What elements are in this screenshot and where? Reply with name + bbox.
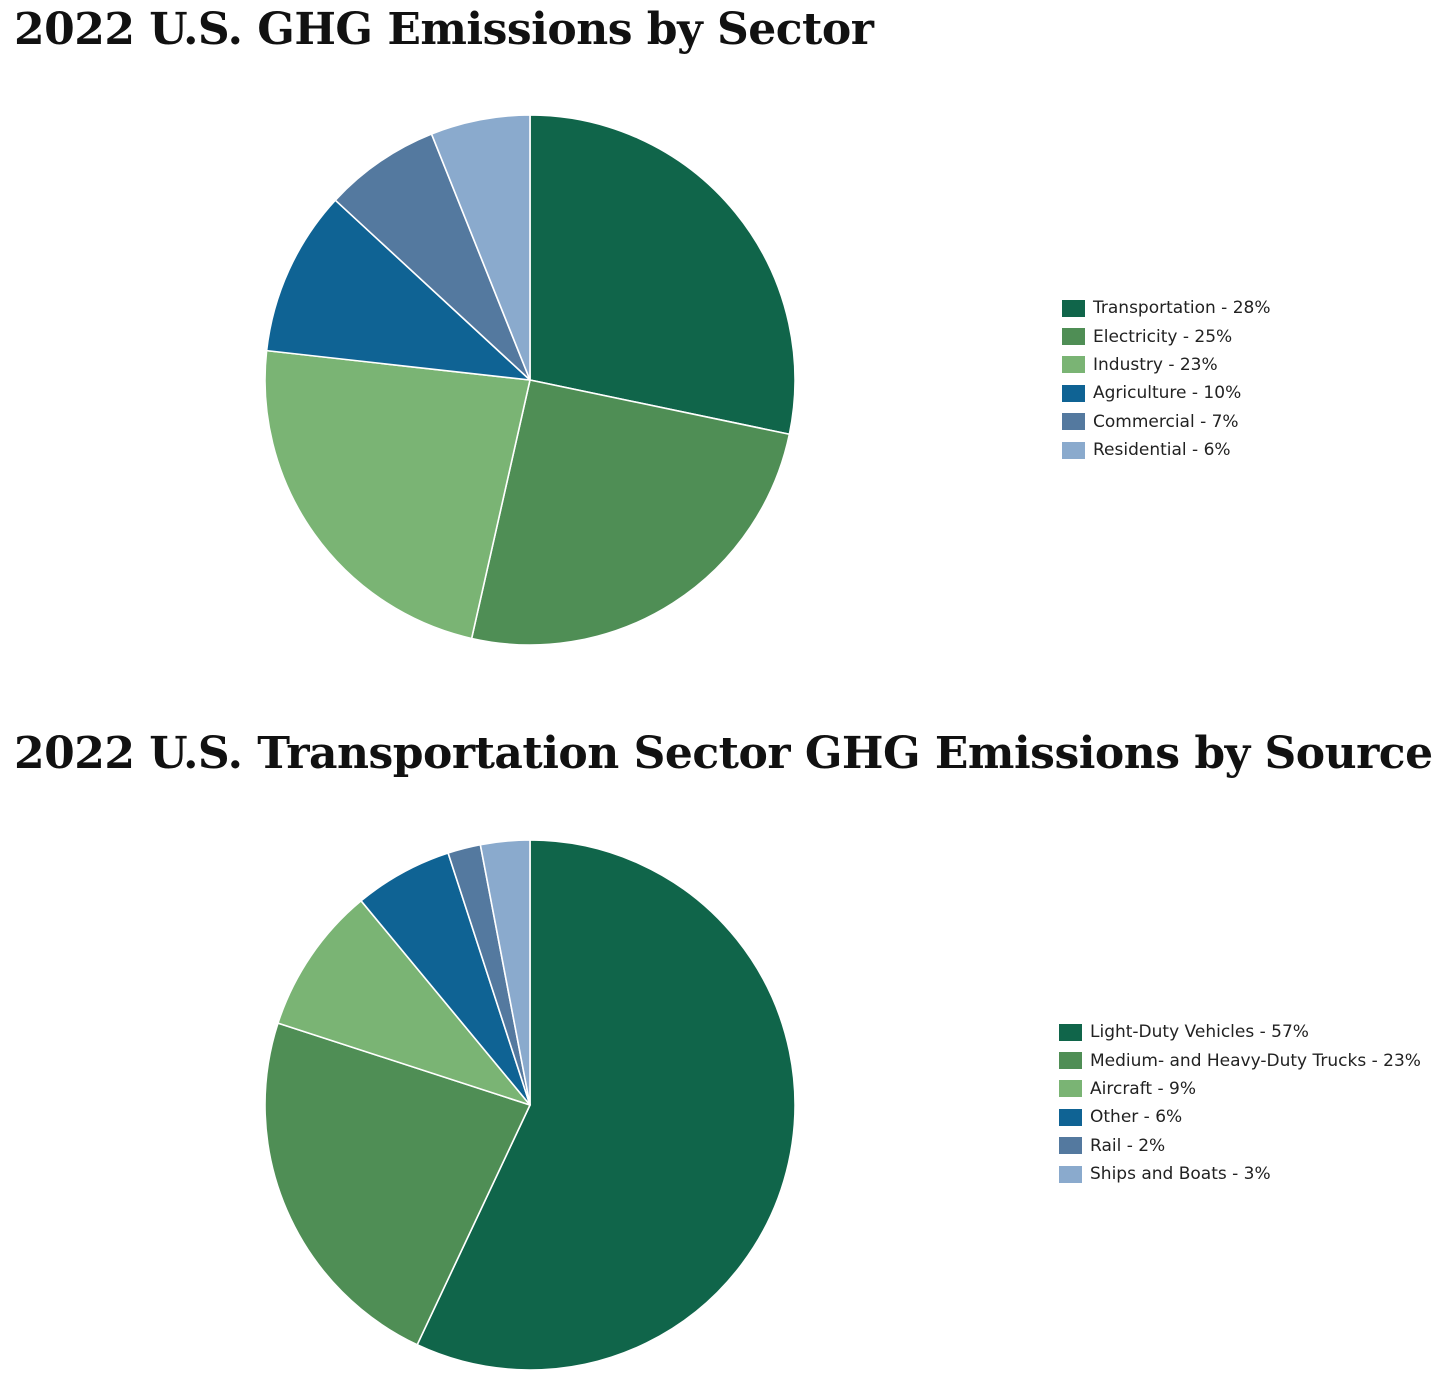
legend-item: Agriculture - 10%: [1062, 379, 1270, 407]
legend-item: Ships and Boats - 3%: [1059, 1160, 1421, 1188]
chart-title-sector: 2022 U.S. GHG Emissions by Sector: [14, 4, 874, 55]
legend-label: Agriculture - 10%: [1093, 383, 1242, 404]
legend-swatch: [1062, 441, 1085, 459]
pie-slice-residential: [430, 114, 531, 381]
pie-chart-transportation: [264, 839, 796, 1371]
legend-label: Medium- and Heavy-Duty Trucks - 23%: [1090, 1050, 1421, 1071]
legend-label: Aircraft - 9%: [1090, 1078, 1196, 1099]
legend-swatch: [1062, 384, 1085, 402]
legend-label: Transportation - 28%: [1093, 298, 1271, 319]
legend-swatch: [1059, 1052, 1082, 1070]
pie-chart-sector: [264, 114, 796, 646]
legend-label: Electricity - 25%: [1093, 326, 1233, 347]
chart-title-transportation: 2022 U.S. Transportation Sector GHG Emis…: [14, 728, 1433, 779]
legend-swatch: [1062, 299, 1085, 317]
pie-slice-agriculture: [265, 199, 531, 381]
legend-sector: Transportation - 28% Electricity - 25% I…: [1062, 294, 1270, 464]
pie-slice-electricity: [470, 379, 791, 646]
legend-item: Medium- and Heavy-Duty Trucks - 23%: [1059, 1046, 1421, 1074]
pie-slice-light-duty-vehicles: [416, 839, 796, 1371]
pie-slice-transportation: [529, 114, 796, 436]
legend-label: Industry - 23%: [1093, 354, 1218, 375]
legend-swatch: [1059, 1023, 1082, 1041]
legend-item: Other - 6%: [1059, 1103, 1421, 1131]
legend-label: Light-Duty Vehicles - 57%: [1090, 1022, 1309, 1043]
legend-swatch: [1062, 356, 1085, 374]
legend-swatch: [1059, 1137, 1082, 1155]
pie-slice-commercial: [334, 133, 531, 381]
pie-slice-medium-and-heavy-duty-trucks: [264, 1022, 531, 1346]
legend-swatch: [1059, 1108, 1082, 1126]
legend-item: Industry - 23%: [1062, 351, 1270, 379]
legend-item: Rail - 2%: [1059, 1132, 1421, 1160]
legend-label: Residential - 6%: [1093, 440, 1231, 461]
legend-item: Light-Duty Vehicles - 57%: [1059, 1018, 1421, 1046]
legend-item: Aircraft - 9%: [1059, 1075, 1421, 1103]
pie-slice-industry: [264, 349, 531, 640]
pie-slice-ships-and-boats: [479, 839, 531, 1106]
legend-label: Ships and Boats - 3%: [1090, 1164, 1271, 1185]
legend-swatch: [1059, 1080, 1082, 1098]
legend-swatch: [1062, 413, 1085, 431]
legend-label: Other - 6%: [1090, 1107, 1183, 1128]
legend-label: Rail - 2%: [1090, 1135, 1166, 1156]
legend-item: Commercial - 7%: [1062, 408, 1270, 436]
legend-item: Electricity - 25%: [1062, 322, 1270, 350]
legend-swatch: [1059, 1165, 1082, 1183]
legend-swatch: [1062, 328, 1085, 346]
pie-slice-aircraft: [277, 900, 531, 1106]
legend-item: Transportation - 28%: [1062, 294, 1270, 322]
legend-label: Commercial - 7%: [1093, 411, 1239, 432]
legend-item: Residential - 6%: [1062, 436, 1270, 464]
legend-transportation: Light-Duty Vehicles - 57% Medium- and He…: [1059, 1018, 1421, 1188]
